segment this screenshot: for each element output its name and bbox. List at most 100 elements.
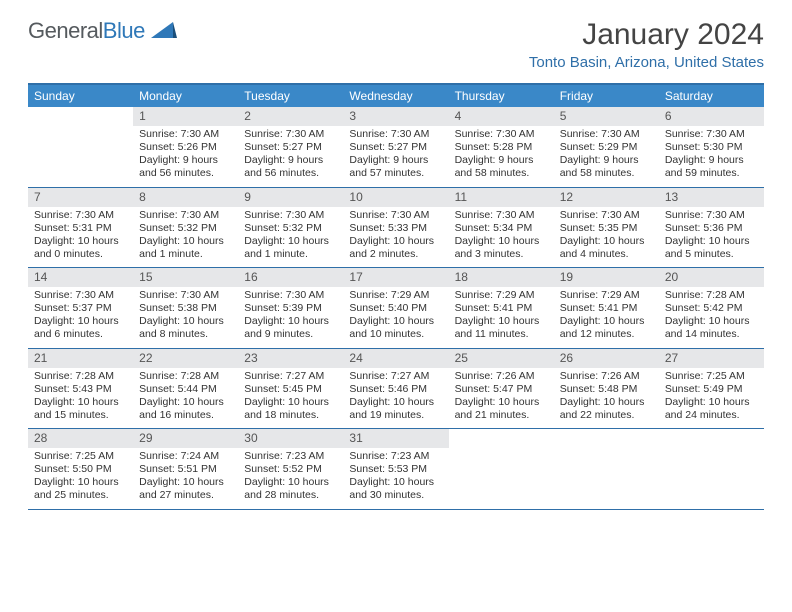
day-cell: 1Sunrise: 7:30 AMSunset: 5:26 PMDaylight…: [133, 107, 238, 187]
day-cell: 13Sunrise: 7:30 AMSunset: 5:36 PMDayligh…: [659, 188, 764, 268]
day-cell: 19Sunrise: 7:29 AMSunset: 5:41 PMDayligh…: [554, 268, 659, 348]
day-cell: 9Sunrise: 7:30 AMSunset: 5:32 PMDaylight…: [238, 188, 343, 268]
daylight-text: Daylight: 10 hours: [560, 396, 653, 409]
day-body: [449, 433, 554, 441]
day-cell: 6Sunrise: 7:30 AMSunset: 5:30 PMDaylight…: [659, 107, 764, 187]
sunrise-text: Sunrise: 7:30 AM: [139, 128, 232, 141]
logo: GeneralBlue: [28, 18, 177, 44]
day-number: 31: [343, 429, 448, 448]
day-cell: 5Sunrise: 7:30 AMSunset: 5:29 PMDaylight…: [554, 107, 659, 187]
day-body: Sunrise: 7:28 AMSunset: 5:42 PMDaylight:…: [659, 287, 764, 348]
sunset-text: Sunset: 5:48 PM: [560, 383, 653, 396]
logo-word-2: Blue: [103, 18, 145, 43]
day-cell: 4Sunrise: 7:30 AMSunset: 5:28 PMDaylight…: [449, 107, 554, 187]
day-body: Sunrise: 7:28 AMSunset: 5:44 PMDaylight:…: [133, 368, 238, 429]
sunset-text: Sunset: 5:28 PM: [455, 141, 548, 154]
daylight-text: and 14 minutes.: [665, 328, 758, 341]
sunrise-text: Sunrise: 7:29 AM: [349, 289, 442, 302]
day-body: Sunrise: 7:30 AMSunset: 5:31 PMDaylight:…: [28, 207, 133, 268]
day-header: Sunday: [28, 85, 133, 107]
day-cell: 31Sunrise: 7:23 AMSunset: 5:53 PMDayligh…: [343, 429, 448, 509]
day-body: [28, 111, 133, 119]
daylight-text: and 2 minutes.: [349, 248, 442, 261]
sunset-text: Sunset: 5:44 PM: [139, 383, 232, 396]
daylight-text: and 15 minutes.: [34, 409, 127, 422]
daylight-text: and 25 minutes.: [34, 489, 127, 502]
daylight-text: Daylight: 10 hours: [34, 396, 127, 409]
day-number: 18: [449, 268, 554, 287]
daylight-text: and 57 minutes.: [349, 167, 442, 180]
daylight-text: and 18 minutes.: [244, 409, 337, 422]
daylight-text: and 58 minutes.: [560, 167, 653, 180]
day-cell: 29Sunrise: 7:24 AMSunset: 5:51 PMDayligh…: [133, 429, 238, 509]
day-number: 14: [28, 268, 133, 287]
day-body: Sunrise: 7:30 AMSunset: 5:37 PMDaylight:…: [28, 287, 133, 348]
daylight-text: and 24 minutes.: [665, 409, 758, 422]
day-cell: 27Sunrise: 7:25 AMSunset: 5:49 PMDayligh…: [659, 349, 764, 429]
sunset-text: Sunset: 5:41 PM: [560, 302, 653, 315]
day-header-row: Sunday Monday Tuesday Wednesday Thursday…: [28, 85, 764, 107]
daylight-text: Daylight: 10 hours: [455, 235, 548, 248]
sunset-text: Sunset: 5:46 PM: [349, 383, 442, 396]
sunset-text: Sunset: 5:49 PM: [665, 383, 758, 396]
day-cell: 28Sunrise: 7:25 AMSunset: 5:50 PMDayligh…: [28, 429, 133, 509]
daylight-text: Daylight: 10 hours: [349, 235, 442, 248]
day-body: Sunrise: 7:23 AMSunset: 5:53 PMDaylight:…: [343, 448, 448, 509]
day-number: 30: [238, 429, 343, 448]
logo-triangle-icon: [151, 20, 177, 43]
sunset-text: Sunset: 5:30 PM: [665, 141, 758, 154]
day-number: 25: [449, 349, 554, 368]
daylight-text: Daylight: 10 hours: [349, 476, 442, 489]
page-header: GeneralBlue January 2024 Tonto Basin, Ar…: [0, 0, 792, 79]
day-cell: [554, 429, 659, 509]
day-number: 6: [659, 107, 764, 126]
day-body: Sunrise: 7:30 AMSunset: 5:30 PMDaylight:…: [659, 126, 764, 187]
daylight-text: and 16 minutes.: [139, 409, 232, 422]
sunrise-text: Sunrise: 7:30 AM: [560, 209, 653, 222]
sunset-text: Sunset: 5:38 PM: [139, 302, 232, 315]
sunrise-text: Sunrise: 7:30 AM: [244, 209, 337, 222]
daylight-text: and 56 minutes.: [244, 167, 337, 180]
day-number: 26: [554, 349, 659, 368]
day-header: Monday: [133, 85, 238, 107]
sunrise-text: Sunrise: 7:26 AM: [560, 370, 653, 383]
daylight-text: Daylight: 10 hours: [244, 396, 337, 409]
day-body: Sunrise: 7:30 AMSunset: 5:36 PMDaylight:…: [659, 207, 764, 268]
day-number: 24: [343, 349, 448, 368]
daylight-text: and 4 minutes.: [560, 248, 653, 261]
daylight-text: Daylight: 10 hours: [34, 235, 127, 248]
sunset-text: Sunset: 5:47 PM: [455, 383, 548, 396]
day-body: Sunrise: 7:30 AMSunset: 5:29 PMDaylight:…: [554, 126, 659, 187]
daylight-text: and 3 minutes.: [455, 248, 548, 261]
daylight-text: and 27 minutes.: [139, 489, 232, 502]
sunrise-text: Sunrise: 7:30 AM: [455, 209, 548, 222]
day-cell: 25Sunrise: 7:26 AMSunset: 5:47 PMDayligh…: [449, 349, 554, 429]
daylight-text: Daylight: 10 hours: [560, 315, 653, 328]
daylight-text: and 11 minutes.: [455, 328, 548, 341]
day-header: Friday: [554, 85, 659, 107]
day-body: Sunrise: 7:30 AMSunset: 5:35 PMDaylight:…: [554, 207, 659, 268]
day-header: Thursday: [449, 85, 554, 107]
day-number: 23: [238, 349, 343, 368]
sunset-text: Sunset: 5:51 PM: [139, 463, 232, 476]
sunset-text: Sunset: 5:39 PM: [244, 302, 337, 315]
daylight-text: Daylight: 10 hours: [665, 315, 758, 328]
day-body: Sunrise: 7:23 AMSunset: 5:52 PMDaylight:…: [238, 448, 343, 509]
sunrise-text: Sunrise: 7:24 AM: [139, 450, 232, 463]
day-cell: 14Sunrise: 7:30 AMSunset: 5:37 PMDayligh…: [28, 268, 133, 348]
sunrise-text: Sunrise: 7:30 AM: [244, 128, 337, 141]
daylight-text: Daylight: 10 hours: [139, 315, 232, 328]
daylight-text: and 10 minutes.: [349, 328, 442, 341]
day-cell: 17Sunrise: 7:29 AMSunset: 5:40 PMDayligh…: [343, 268, 448, 348]
day-body: Sunrise: 7:24 AMSunset: 5:51 PMDaylight:…: [133, 448, 238, 509]
day-number: 17: [343, 268, 448, 287]
daylight-text: Daylight: 10 hours: [244, 476, 337, 489]
sunrise-text: Sunrise: 7:28 AM: [34, 370, 127, 383]
sunrise-text: Sunrise: 7:30 AM: [560, 128, 653, 141]
sunset-text: Sunset: 5:33 PM: [349, 222, 442, 235]
day-cell: 18Sunrise: 7:29 AMSunset: 5:41 PMDayligh…: [449, 268, 554, 348]
week-row: 21Sunrise: 7:28 AMSunset: 5:43 PMDayligh…: [28, 349, 764, 430]
daylight-text: Daylight: 10 hours: [139, 476, 232, 489]
day-body: Sunrise: 7:29 AMSunset: 5:41 PMDaylight:…: [554, 287, 659, 348]
daylight-text: Daylight: 10 hours: [34, 476, 127, 489]
